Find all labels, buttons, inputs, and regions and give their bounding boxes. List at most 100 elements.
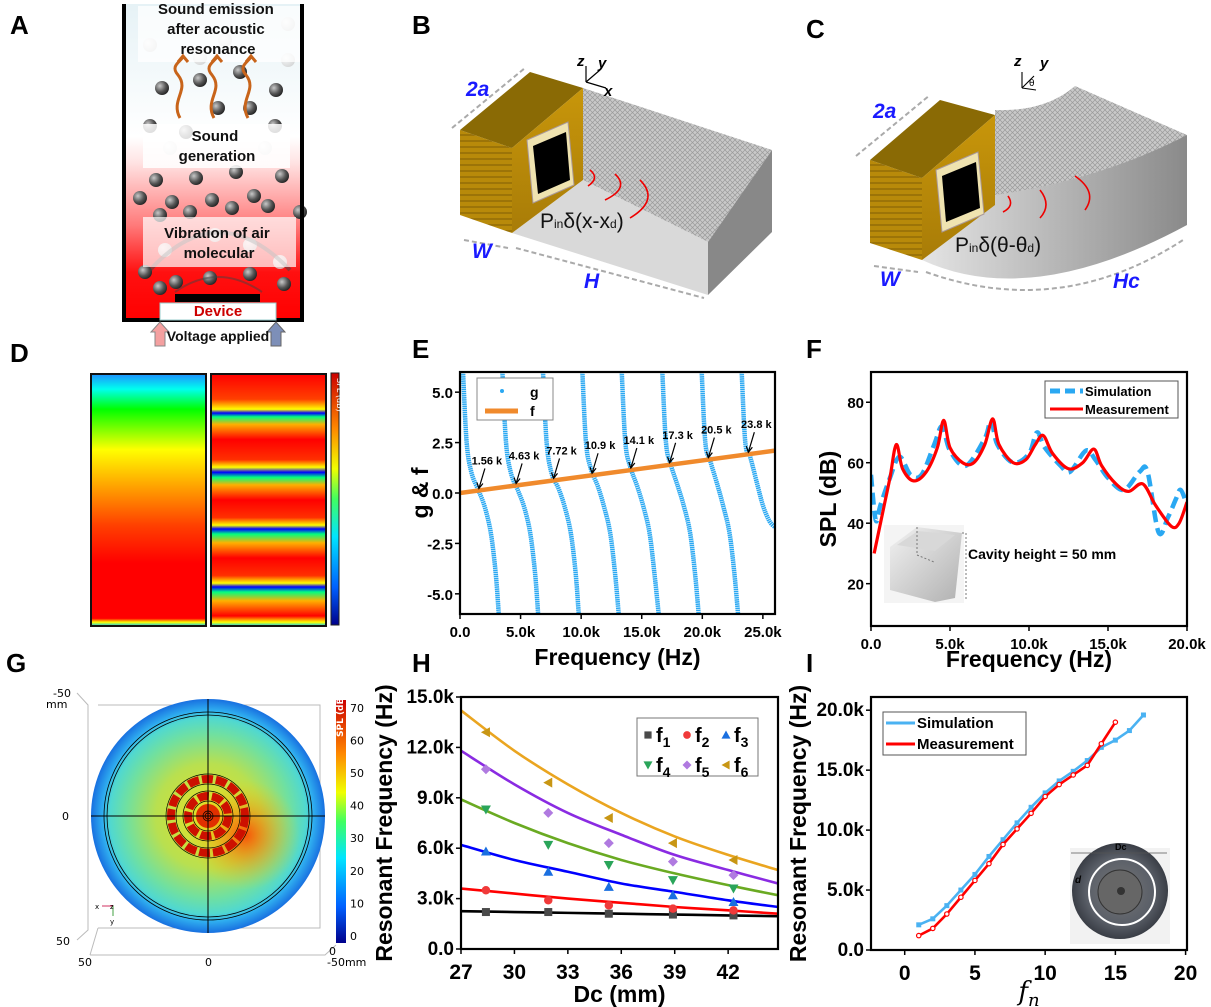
annotation-arrow <box>669 442 677 463</box>
chart-e: 0.0 5.0k 10.0k 15.0k 20.0k 25.0k -5.0 -2.5 0.0 2.… <box>407 370 782 670</box>
annotation-arrowhead <box>476 482 484 490</box>
y-tick-label: 6.0k <box>417 838 454 859</box>
plot-frame <box>869 695 1189 952</box>
svg-text:y: y <box>1039 55 1049 72</box>
data-point-f2 <box>481 885 491 895</box>
x-tick-label: 10.0k <box>1010 636 1048 653</box>
panel-label-b: B <box>412 10 431 40</box>
annotation-label: 17.3 k <box>662 430 693 442</box>
y-tick-label: 0.0 <box>432 486 453 503</box>
data-point <box>1112 737 1118 743</box>
sound-waves <box>587 169 649 219</box>
y-tick-label: 5.0 <box>432 385 453 402</box>
legend-label: f5 <box>695 755 710 780</box>
y-tick-label: -2.5 <box>427 536 453 553</box>
data-point <box>958 894 964 901</box>
x-axis-label: Dc (mm) <box>573 981 665 1007</box>
data-point <box>1014 826 1020 832</box>
legend-marker <box>643 761 653 770</box>
air-molecule <box>165 195 179 209</box>
air-molecule <box>205 193 219 207</box>
y-tick-label: 3.0k <box>417 889 454 910</box>
data-point <box>1098 740 1105 747</box>
colorbar-tick-label: 60 <box>350 734 364 747</box>
legend-f-label: f <box>530 403 535 419</box>
spl-map-left <box>90 373 207 627</box>
y-axis-label: g & f <box>407 467 433 518</box>
air-molecule <box>261 199 275 213</box>
data-point <box>972 877 978 884</box>
source-term: Pinδ(θ-θd) <box>955 234 1041 257</box>
x-tick-label: 5.0k <box>935 636 965 653</box>
data-point <box>1084 762 1091 769</box>
data-point <box>1126 728 1132 734</box>
dc-label: Dc <box>1115 842 1127 852</box>
plot-area <box>915 712 1146 939</box>
voltage-label: Voltage applied <box>167 328 269 344</box>
colorbar-tick-label: 40 <box>350 800 364 813</box>
plot-frame <box>458 370 777 616</box>
block-side <box>870 160 922 260</box>
annotation-arrowhead <box>550 472 558 480</box>
legend: gf <box>476 377 554 421</box>
y-axis-label: Resonant Frequency (Hz) <box>371 684 397 961</box>
data-point-f2 <box>544 896 553 905</box>
data-point-f3 <box>667 890 678 900</box>
y-axis-label: SPL (dB) <box>815 451 841 548</box>
annotation-label: 10.9 k <box>585 440 616 452</box>
axis-crosshair <box>91 699 325 933</box>
air-molecule <box>193 73 207 87</box>
device-photo-inset: Dc d <box>1070 842 1170 944</box>
data-point <box>986 853 992 859</box>
g-curve-branch <box>699 372 741 614</box>
x-tick-label: 0 <box>899 962 911 985</box>
f-line <box>460 448 775 496</box>
legend-label: f4 <box>656 755 671 780</box>
air-molecule <box>247 189 261 203</box>
x-tick-label: 25.0k <box>744 624 782 641</box>
panel-a-mechanism-diagram: Sound emission after acoustic resonance … <box>122 1 307 347</box>
data-point-f3 <box>603 881 614 891</box>
data-point-f6 <box>480 727 490 738</box>
panel-label-e: E <box>412 334 429 364</box>
y-tick-label: 0.0 <box>428 939 454 960</box>
svg-text:x: x <box>95 903 99 911</box>
legend-box <box>1044 380 1179 419</box>
data-point-f1 <box>604 909 613 918</box>
annotation-arrowhead <box>667 456 675 465</box>
data-point <box>915 932 922 939</box>
data-point-f5 <box>480 764 491 775</box>
dim-w: W <box>472 240 494 263</box>
speaker-icon <box>526 121 575 204</box>
legend-marker <box>721 730 731 739</box>
block-side <box>460 130 512 233</box>
data-point-f3 <box>543 866 554 876</box>
cavity-end-face <box>708 150 772 295</box>
series-simulation <box>871 418 1187 537</box>
data-point-f6 <box>603 812 613 823</box>
x-tick-label: 42 <box>716 961 739 984</box>
y-tick-label: -5.0 <box>427 587 453 604</box>
air-molecule <box>138 265 152 279</box>
generation-label: Sound generation <box>179 128 256 165</box>
svg-text:θ: θ <box>1029 79 1035 89</box>
x-tick-label: 10 <box>1033 962 1056 985</box>
svg-text:z: z <box>1013 53 1022 70</box>
annotation-label: 14.1 k <box>624 435 655 447</box>
colorbar-label: SPL (dB) <box>335 378 344 412</box>
colorbar-tick-label: 50 <box>350 767 364 780</box>
data-point <box>1112 719 1119 725</box>
g-curve-branch <box>619 372 661 614</box>
fit-curve-f3 <box>461 843 778 909</box>
x-tick-label: 33 <box>556 961 579 984</box>
panel-d-spl-maps: SPL (dB) <box>90 372 344 627</box>
data-point-f5 <box>728 870 739 881</box>
legend-marker <box>721 760 730 770</box>
legend-box <box>476 377 554 421</box>
y-axis-label: Resonant Frequency (Hz) <box>785 685 811 962</box>
colorbar-tick-label: 10 <box>350 897 364 910</box>
mesh-wall <box>583 88 772 242</box>
data-point-f3 <box>480 846 491 856</box>
y-tick-label: 15.0k <box>406 687 454 708</box>
g-curve-branch <box>739 372 775 529</box>
